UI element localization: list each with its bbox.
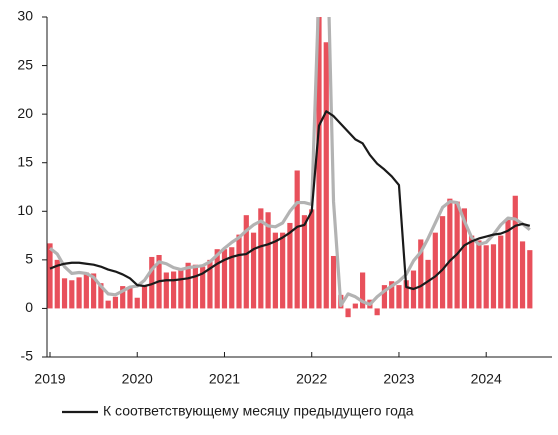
plot-area xyxy=(47,17,533,318)
bar xyxy=(105,300,111,309)
x-tick-label: 2024 xyxy=(471,371,502,387)
line xyxy=(48,17,531,308)
bar xyxy=(374,308,380,316)
bar xyxy=(469,235,475,309)
bar xyxy=(418,239,424,309)
bar xyxy=(207,259,213,309)
bar xyxy=(250,232,257,309)
bar xyxy=(236,234,242,309)
legend-label: К соответствующему месяцу предыдущего го… xyxy=(103,403,414,419)
y-tick-label: 30 xyxy=(17,8,33,24)
y-tick-label: 25 xyxy=(17,56,33,72)
bar xyxy=(112,296,119,309)
bar xyxy=(61,278,68,309)
bar xyxy=(192,264,198,309)
bar xyxy=(309,209,315,309)
bar xyxy=(141,286,148,309)
bar xyxy=(330,255,337,309)
y-tick-label: -5 xyxy=(21,348,34,364)
bar xyxy=(447,198,453,309)
bar xyxy=(200,266,206,309)
bar xyxy=(272,232,278,309)
bar xyxy=(396,285,402,309)
bar xyxy=(83,272,89,309)
bar xyxy=(381,285,388,309)
bar xyxy=(512,195,518,309)
bar xyxy=(91,273,97,309)
bar xyxy=(229,247,235,309)
bar xyxy=(54,259,60,309)
bar xyxy=(163,272,169,309)
bar xyxy=(403,280,409,309)
bar xyxy=(287,222,293,309)
bar xyxy=(425,259,431,309)
x-tick-label: 2023 xyxy=(383,371,414,387)
bar xyxy=(389,281,395,309)
bar xyxy=(47,243,53,309)
bar xyxy=(69,280,75,309)
bar xyxy=(505,220,511,309)
y-tick-label: 20 xyxy=(17,105,33,121)
bar xyxy=(461,208,467,309)
y-tick-label: 5 xyxy=(25,251,33,267)
bar xyxy=(185,262,191,309)
line xyxy=(49,110,531,291)
bar xyxy=(498,235,504,309)
bar xyxy=(178,268,184,309)
x-tick-label: 2020 xyxy=(122,371,153,387)
x-tick-label: 2021 xyxy=(209,371,240,387)
bar xyxy=(345,308,351,318)
bar xyxy=(490,244,497,309)
bar xyxy=(294,170,300,309)
y-tick-label: 0 xyxy=(25,299,33,315)
bar xyxy=(280,232,286,309)
bar xyxy=(214,249,220,309)
bar xyxy=(352,303,358,309)
bar xyxy=(221,249,228,309)
bar xyxy=(134,297,140,309)
bar xyxy=(120,286,126,309)
bar xyxy=(301,215,308,309)
bar xyxy=(527,250,533,309)
bar xyxy=(483,245,489,309)
bar xyxy=(316,17,322,309)
bar xyxy=(476,240,482,309)
bar xyxy=(170,271,177,309)
bar xyxy=(127,287,133,309)
x-tick-label: 2022 xyxy=(296,371,327,387)
bar xyxy=(98,283,104,309)
bar xyxy=(149,256,155,309)
x-tick-label: 2019 xyxy=(34,371,65,387)
bar xyxy=(519,241,526,309)
bar xyxy=(265,212,271,309)
bar xyxy=(76,277,82,309)
bar xyxy=(360,272,366,309)
y-tick-label: 15 xyxy=(17,153,33,169)
bar xyxy=(323,42,329,309)
bar xyxy=(439,216,446,309)
bar xyxy=(432,232,438,309)
bar xyxy=(243,215,249,309)
bar xyxy=(258,208,264,309)
y-tick-label: 10 xyxy=(17,202,33,218)
